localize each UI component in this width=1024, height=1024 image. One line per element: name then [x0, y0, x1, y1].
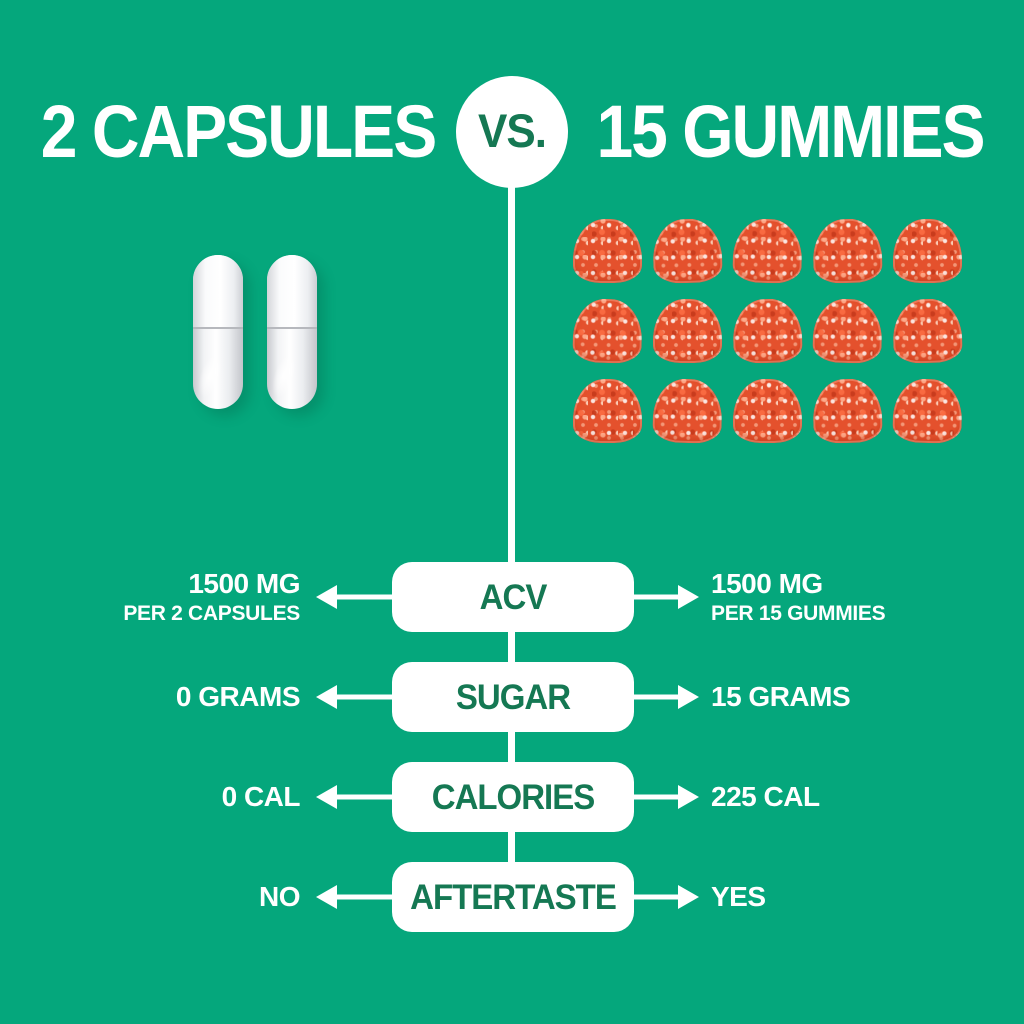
comparison-label: ACV: [479, 576, 548, 617]
comparison-row: 1500 MG PER 2 CAPSULES ACV 1500 MG PER 1…: [0, 562, 1024, 632]
comparison-label: SUGAR: [455, 676, 571, 717]
arrow-right-icon: [634, 685, 699, 709]
comparison-label: AFTERTASTE: [410, 876, 617, 917]
gummies-value: 15 GRAMS: [711, 681, 851, 713]
capsule-cap: [193, 255, 243, 330]
capsule-icon: [193, 255, 243, 409]
vs-label: VS.: [478, 105, 547, 158]
gummy-icon: [812, 298, 883, 364]
gummy-icon: [732, 298, 803, 364]
gummies-value-cell: 15 GRAMS: [699, 681, 1024, 713]
gummy-icon: [572, 298, 643, 364]
arrow-left-icon: [316, 785, 392, 809]
gummies-value: 225 CAL: [711, 781, 820, 813]
gummy-icon: [573, 379, 642, 443]
gummies-value-sub: PER 15 GUMMIES: [711, 601, 886, 625]
capsule-shine: [193, 351, 227, 401]
capsules-value-cell: 1500 MG PER 2 CAPSULES: [0, 568, 316, 625]
gummies-value: 1500 MG: [711, 568, 823, 600]
gummies-value-cell: YES: [699, 881, 1024, 913]
capsule-cap: [267, 255, 317, 330]
comparison-label-box: CALORIES: [392, 762, 634, 832]
gummies-value: YES: [711, 881, 766, 913]
capsules-value: NO: [259, 881, 301, 913]
arrow-right-icon: [634, 885, 699, 909]
comparison-row: 0 CAL CALORIES 225 CAL: [0, 762, 1024, 832]
gummy-icon: [733, 379, 802, 443]
capsules-value-cell: 0 CAL: [0, 781, 316, 813]
arrow-right-icon: [634, 785, 699, 809]
comparison-label-box: AFTERTASTE: [392, 862, 634, 932]
arrow-left-icon: [316, 685, 392, 709]
gummy-icon: [652, 378, 723, 444]
arrow-right-icon: [634, 585, 699, 609]
gummy-icon: [892, 378, 963, 444]
capsules-value: 1500 MG: [188, 568, 300, 600]
vs-badge: VS.: [456, 76, 568, 188]
gummies-title: 15 GUMMIES: [596, 89, 985, 173]
comparison-rows: 1500 MG PER 2 CAPSULES ACV 1500 MG PER 1…: [0, 562, 1024, 962]
capsules-value-sub: PER 2 CAPSULES: [123, 601, 300, 625]
gummy-icon: [812, 378, 883, 444]
gummy-icon: [812, 218, 883, 284]
comparison-row: 0 GRAMS SUGAR 15 GRAMS: [0, 662, 1024, 732]
capsules-value-cell: 0 GRAMS: [0, 681, 316, 713]
capsules-value-cell: NO: [0, 881, 316, 913]
gummy-icon: [732, 218, 803, 284]
capsules-value: 0 CAL: [221, 781, 301, 813]
gummies-value-cell: 1500 MG PER 15 GUMMIES: [699, 568, 1024, 625]
capsules-illustration: [193, 255, 317, 409]
capsule-icon: [267, 255, 317, 409]
comparison-label: CALORIES: [431, 776, 596, 817]
gummy-icon: [573, 219, 642, 283]
comparison-label-box: SUGAR: [392, 662, 634, 732]
comparison-row: NO AFTERTASTE YES: [0, 862, 1024, 932]
capsules-value: 0 GRAMS: [175, 681, 301, 713]
arrow-left-icon: [316, 885, 392, 909]
gummies-illustration: [572, 218, 963, 444]
capsules-title: 2 CAPSULES: [40, 89, 437, 173]
gummy-icon: [652, 218, 723, 284]
gummy-icon: [892, 298, 963, 364]
center-divider-line: [508, 186, 515, 901]
gummy-icon: [653, 299, 722, 363]
capsule-shine: [267, 351, 301, 401]
arrow-left-icon: [316, 585, 392, 609]
comparison-label-box: ACV: [392, 562, 634, 632]
gummy-icon: [893, 219, 962, 283]
gummies-value-cell: 225 CAL: [699, 781, 1024, 813]
